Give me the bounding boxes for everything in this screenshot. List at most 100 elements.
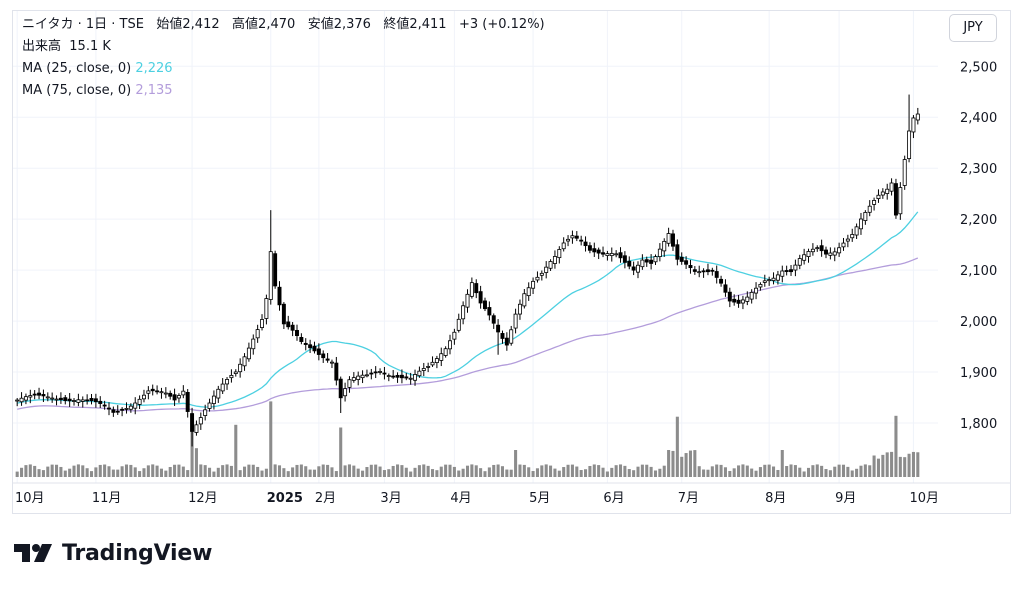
candle-body bbox=[434, 358, 439, 363]
price-chart[interactable]: 1,800 1,900 2,000 2,100 2,200 2,300 2,400 2,500… bbox=[13, 11, 1010, 513]
x-tick-label: 2月 bbox=[315, 491, 336, 506]
ma75-line bbox=[17, 257, 919, 412]
volume-bar bbox=[916, 452, 920, 477]
candle-body bbox=[281, 303, 286, 325]
volume-bar bbox=[129, 464, 133, 477]
candle-body bbox=[684, 260, 689, 265]
volume-bar bbox=[859, 465, 863, 477]
candle-body bbox=[430, 361, 435, 366]
volume-bar bbox=[715, 464, 719, 477]
candle-body bbox=[496, 324, 501, 333]
candle-body bbox=[312, 345, 317, 352]
candle-body bbox=[299, 337, 304, 342]
volume-bar bbox=[509, 469, 513, 477]
symbol-line: ニイタカ · 1日 · TSE bbox=[22, 17, 144, 32]
y-tick-label: 2,300 bbox=[960, 162, 997, 177]
volume-bar bbox=[824, 469, 828, 477]
currency-button[interactable]: JPY bbox=[949, 14, 997, 42]
candle-body bbox=[474, 283, 479, 294]
volume-bar bbox=[566, 464, 570, 477]
candle-body bbox=[251, 338, 256, 350]
volume-bar bbox=[63, 470, 67, 477]
volume-bar bbox=[505, 469, 509, 477]
volume-bar bbox=[448, 464, 452, 477]
candle-body bbox=[850, 234, 855, 239]
candle-body bbox=[552, 256, 557, 264]
candle-body bbox=[644, 259, 649, 263]
candle-body bbox=[863, 212, 868, 222]
candle-body bbox=[526, 287, 531, 297]
candle-body bbox=[63, 397, 68, 401]
x-tick-label: 11月 bbox=[92, 491, 122, 506]
volume-bar bbox=[671, 450, 675, 477]
candle-body bbox=[622, 255, 627, 263]
candle-body bbox=[557, 249, 562, 259]
candle-body bbox=[133, 402, 138, 409]
candle-body bbox=[609, 253, 614, 257]
volume-bar bbox=[242, 466, 247, 477]
volume-bar bbox=[308, 469, 312, 477]
candle-body bbox=[417, 370, 422, 377]
candle-body bbox=[872, 200, 877, 205]
volume-bar bbox=[763, 464, 767, 477]
volume-bar bbox=[706, 469, 710, 477]
volume-bar bbox=[841, 464, 846, 477]
volume-bar bbox=[400, 465, 404, 477]
low-value: 2,376 bbox=[333, 17, 371, 32]
volume-bar bbox=[199, 464, 203, 477]
ma75-legend: MA (75, close, 0) 2,135 bbox=[22, 83, 173, 99]
x-tick-label: 10月 bbox=[909, 491, 939, 506]
candle-body bbox=[120, 408, 125, 411]
volume-bar bbox=[146, 465, 150, 477]
candle-body bbox=[255, 329, 260, 339]
candle-body bbox=[137, 398, 142, 405]
volume-bar bbox=[470, 464, 474, 477]
volume-bar bbox=[658, 468, 662, 477]
y-tick-label: 2,200 bbox=[960, 213, 997, 228]
x-tick-label: 10月 bbox=[15, 491, 45, 506]
candle-body bbox=[343, 388, 348, 397]
volume-bar bbox=[334, 471, 338, 477]
open-label: 始値 bbox=[156, 17, 183, 32]
volume-bar bbox=[855, 468, 859, 477]
ma25-value: 2,226 bbox=[135, 61, 173, 76]
candle-body bbox=[203, 409, 208, 416]
volume-bar bbox=[640, 464, 644, 477]
candle-body bbox=[531, 280, 536, 289]
volume-bar bbox=[291, 467, 295, 477]
volume-bar bbox=[452, 466, 456, 477]
volume-bar bbox=[605, 471, 609, 477]
candle-body bbox=[701, 270, 706, 273]
candle-body bbox=[216, 388, 221, 399]
volume-bar bbox=[806, 467, 811, 477]
volume-bar bbox=[890, 451, 894, 477]
candle-body bbox=[500, 333, 505, 339]
high-label: 高値 bbox=[232, 17, 259, 32]
candle-body bbox=[456, 318, 461, 331]
candle-body bbox=[421, 368, 426, 371]
candle-body bbox=[592, 248, 597, 253]
candle-body bbox=[373, 371, 378, 374]
candle-body bbox=[754, 287, 759, 294]
candle-body bbox=[885, 188, 890, 194]
candle-body bbox=[395, 374, 400, 378]
candle-body bbox=[579, 239, 584, 242]
candle-body bbox=[159, 391, 164, 394]
volume-bar bbox=[785, 466, 789, 477]
volume-bar bbox=[645, 464, 649, 477]
volume-bar bbox=[802, 471, 806, 477]
volume-bar bbox=[653, 470, 658, 477]
chart-panel[interactable]: 1,800 1,900 2,000 2,100 2,200 2,300 2,400 2,500… bbox=[12, 10, 1011, 514]
candle-body bbox=[880, 191, 885, 196]
candle-body bbox=[688, 265, 693, 269]
candle-body bbox=[824, 249, 828, 255]
candle-body bbox=[662, 240, 667, 252]
volume-bar bbox=[229, 465, 233, 477]
candle-body bbox=[902, 159, 907, 186]
volume-bar bbox=[404, 467, 408, 477]
candle-body bbox=[539, 272, 544, 276]
volume-bar bbox=[758, 467, 762, 477]
candle-body bbox=[561, 242, 566, 250]
volume-bar bbox=[549, 465, 553, 477]
tradingview-logo[interactable]: TradingView bbox=[14, 538, 212, 568]
